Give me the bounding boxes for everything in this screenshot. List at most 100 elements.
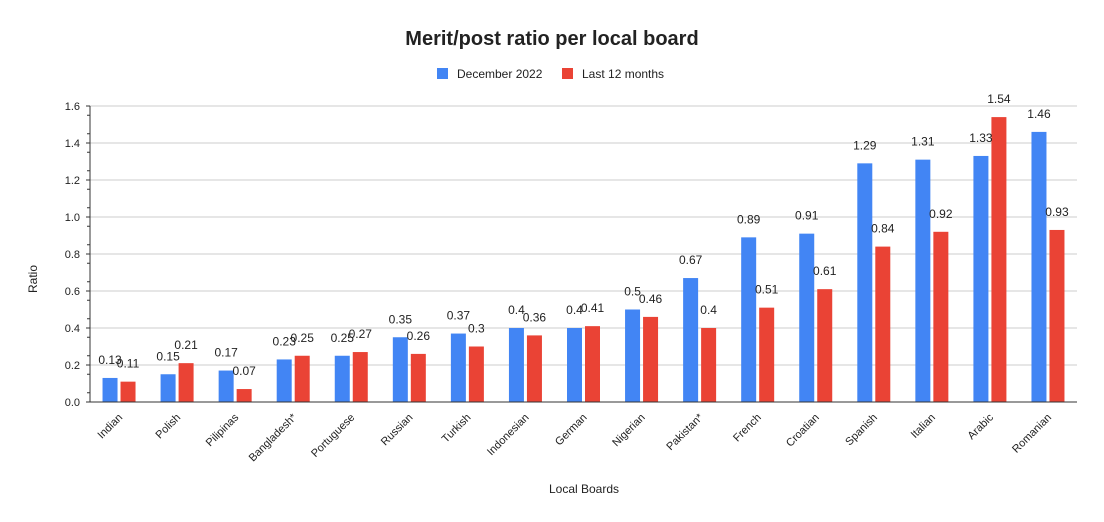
- y-tick-label: 0.2: [65, 360, 80, 372]
- bar-last-12-months: [468, 346, 484, 402]
- data-label: 1.46: [1027, 107, 1051, 121]
- data-label: 0.26: [407, 329, 431, 343]
- bars: [102, 117, 1065, 402]
- x-tick-label: Turkish: [440, 412, 474, 446]
- bar-last-12-months: [410, 353, 426, 402]
- bar-december-2022: [160, 374, 176, 402]
- y-tick-label: 1.0: [65, 212, 80, 224]
- chart-title: Merit/post ratio per local board: [405, 28, 698, 50]
- bar-december-2022: [392, 337, 408, 402]
- data-label: 0.21: [174, 338, 198, 352]
- bar-december-2022: [276, 359, 292, 402]
- y-tick-label: 0.0: [65, 397, 80, 409]
- data-label: 0.13: [98, 353, 122, 367]
- data-label: 0.91: [795, 209, 819, 223]
- x-tick-label: Indonesian: [485, 412, 532, 459]
- x-tick-label: Nigerian: [610, 412, 647, 449]
- data-label: 0.15: [156, 349, 180, 363]
- bar-last-12-months: [643, 316, 659, 402]
- bar-december-2022: [683, 278, 699, 402]
- bar-december-2022: [508, 328, 524, 402]
- data-label: 0.11: [117, 357, 140, 371]
- legend-swatch-last-12-months: [562, 68, 573, 79]
- bar-december-2022: [218, 370, 234, 402]
- data-label: 0.17: [214, 346, 238, 360]
- bar-last-12-months: [236, 389, 252, 402]
- bar-last-12-months: [352, 352, 368, 402]
- bar-last-12-months: [120, 381, 136, 402]
- x-axis-ticks: Indian Polish Pilipinas Bangladesh* Portugue…: [95, 411, 1054, 464]
- data-label: 1.31: [911, 135, 935, 149]
- bar-december-2022: [625, 309, 641, 402]
- x-tick-label: Croatian: [784, 412, 822, 450]
- bar-last-12-months: [991, 117, 1007, 402]
- x-tick-label: Italian: [909, 412, 938, 441]
- bar-december-2022: [334, 355, 350, 402]
- data-label: 0.51: [755, 283, 779, 297]
- bar-last-12-months: [585, 326, 600, 402]
- data-label: 0.4: [700, 303, 717, 317]
- data-label: 0.61: [813, 264, 837, 278]
- bar-last-12-months: [526, 335, 542, 402]
- data-label: 1.33: [969, 131, 993, 145]
- y-tick-label: 0.8: [65, 249, 80, 261]
- bar-last-12-months: [759, 307, 775, 402]
- bar-last-12-months: [701, 328, 717, 402]
- gridlines: [90, 105, 1077, 366]
- data-label: 0.46: [639, 292, 663, 306]
- data-label: 0.36: [523, 310, 547, 324]
- x-tick-label: Bangladesh*: [247, 411, 300, 464]
- data-label: 0.35: [389, 312, 413, 326]
- bar-december-2022: [857, 163, 873, 402]
- data-label: 0.5: [624, 285, 641, 299]
- data-label: 0.3: [468, 322, 485, 336]
- legend-label-december-2022: December 2022: [457, 67, 543, 81]
- x-tick-label: Romanian: [1010, 412, 1054, 456]
- x-tick-label: Portuguese: [309, 412, 357, 460]
- bar-last-12-months: [875, 246, 891, 402]
- x-tick-label: Arabic: [965, 411, 996, 442]
- y-axis-ticks: 0.0 0.2 0.4 0.6 0.8 1.0 1.2 1.4 1.6: [65, 101, 90, 409]
- bar-last-12-months: [817, 289, 833, 402]
- y-tick-label: 0.6: [65, 286, 80, 298]
- legend-swatch-december-2022: [437, 68, 448, 79]
- x-tick-label: French: [731, 412, 764, 445]
- data-label: 1.54: [987, 92, 1011, 106]
- data-label: 0.25: [331, 331, 355, 345]
- data-label: 0.67: [679, 253, 703, 267]
- y-tick-label: 1.6: [65, 101, 80, 113]
- bar-december-2022: [567, 328, 582, 402]
- data-label: 0.41: [581, 301, 605, 315]
- y-tick-label: 0.4: [65, 323, 80, 335]
- data-label: 0.4: [508, 303, 525, 317]
- x-tick-label: Pakistan*: [664, 411, 706, 453]
- legend-label-last-12-months: Last 12 months: [582, 67, 664, 81]
- x-tick-label: German: [553, 412, 590, 449]
- x-tick-label: Polish: [154, 412, 184, 442]
- y-axis-label: Ratio: [26, 265, 40, 293]
- data-labels: 0.130.110.150.210.170.070.230.25 0.250.27…: [98, 92, 1069, 378]
- data-label: 0.84: [871, 222, 895, 236]
- data-label: 0.89: [737, 212, 761, 226]
- data-label: 0.93: [1045, 205, 1069, 219]
- data-label: 0.92: [929, 207, 953, 221]
- bar-december-2022: [973, 155, 989, 402]
- data-label: 0.37: [447, 309, 471, 323]
- bar-december-2022: [915, 159, 931, 402]
- bar-december-2022: [799, 233, 815, 402]
- bar-last-12-months: [178, 363, 194, 402]
- bar-december-2022: [450, 333, 466, 402]
- x-tick-label: Indian: [95, 412, 125, 442]
- data-label: 0.23: [273, 334, 297, 348]
- data-label: 1.29: [853, 138, 877, 152]
- x-tick-label: Russian: [379, 412, 416, 449]
- axes: [89, 106, 1077, 403]
- data-label: 0.4: [566, 303, 583, 317]
- bar-december-2022: [1031, 131, 1047, 402]
- data-label: 0.07: [232, 364, 256, 378]
- x-tick-label: Pilipinas: [204, 411, 242, 449]
- legend: December 2022 Last 12 months: [437, 67, 664, 81]
- bar-last-12-months: [1049, 229, 1065, 402]
